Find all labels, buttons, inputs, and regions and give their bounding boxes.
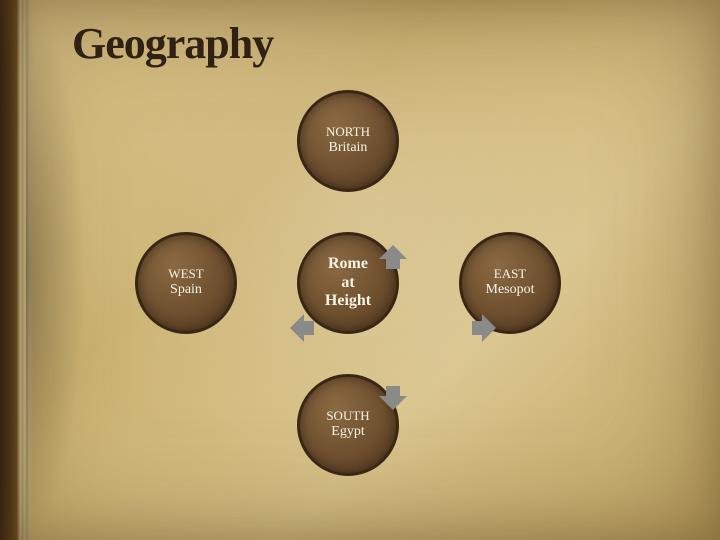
node-south-label: Egypt (331, 424, 364, 440)
node-north-label: Britain (329, 140, 368, 156)
node-east-direction: EAST (494, 267, 527, 282)
node-east: EAST Mesopot (459, 232, 561, 334)
node-north-direction: NORTH (326, 125, 370, 140)
node-west: WEST Spain (135, 232, 237, 334)
node-south: SOUTH Egypt (297, 374, 399, 476)
book-spine (0, 0, 56, 540)
arrow-west-icon (290, 314, 304, 342)
node-west-direction: WEST (168, 267, 203, 282)
page-title: Geography (72, 18, 273, 69)
node-south-direction: SOUTH (326, 409, 369, 424)
arrow-south-icon (379, 396, 407, 410)
arrow-north-stem (386, 259, 400, 269)
node-west-label: Spain (170, 282, 202, 298)
node-north: NORTH Britain (297, 90, 399, 192)
slide-page: Geography NORTH Britain WEST Spain Rome … (0, 0, 720, 540)
node-center-line1: Rome (328, 255, 368, 273)
node-center-line3: Height (325, 292, 371, 310)
node-east-label: Mesopot (486, 282, 535, 298)
arrow-west-stem (304, 321, 314, 335)
arrow-south-stem (386, 386, 400, 396)
arrow-north-icon (379, 245, 407, 259)
node-center-line2: at (341, 274, 354, 292)
geography-diagram: NORTH Britain WEST Spain Rome at Height … (60, 90, 720, 540)
arrow-east-icon (482, 314, 496, 342)
arrow-east-stem (472, 321, 482, 335)
